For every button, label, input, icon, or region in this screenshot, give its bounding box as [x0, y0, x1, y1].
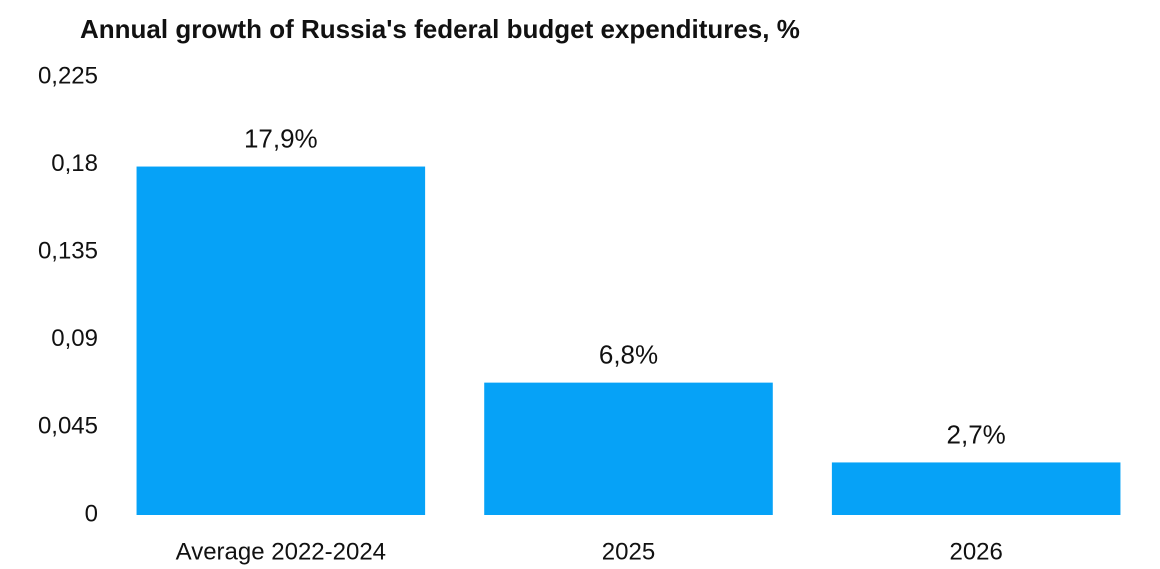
x-tick-label: 2026	[949, 538, 1002, 565]
bar	[136, 166, 426, 515]
y-tick-label: 0,135	[38, 238, 98, 265]
x-tick-label: 2025	[602, 538, 655, 565]
value-label: 17,9%	[244, 123, 318, 153]
y-tick-label: 0,045	[38, 413, 98, 440]
bar	[484, 382, 773, 515]
y-tick-label: 0	[85, 500, 98, 527]
value-label: 2,7%	[947, 419, 1006, 449]
x-tick-label: Average 2022-2024	[176, 538, 386, 565]
y-tick-label: 0,18	[51, 150, 98, 177]
bar	[831, 462, 1121, 515]
y-tick-label: 0,225	[38, 62, 98, 89]
y-tick-label: 0,09	[51, 325, 98, 352]
value-label: 6,8%	[599, 340, 658, 370]
chart-title: Annual growth of Russia's federal budget…	[80, 14, 800, 44]
